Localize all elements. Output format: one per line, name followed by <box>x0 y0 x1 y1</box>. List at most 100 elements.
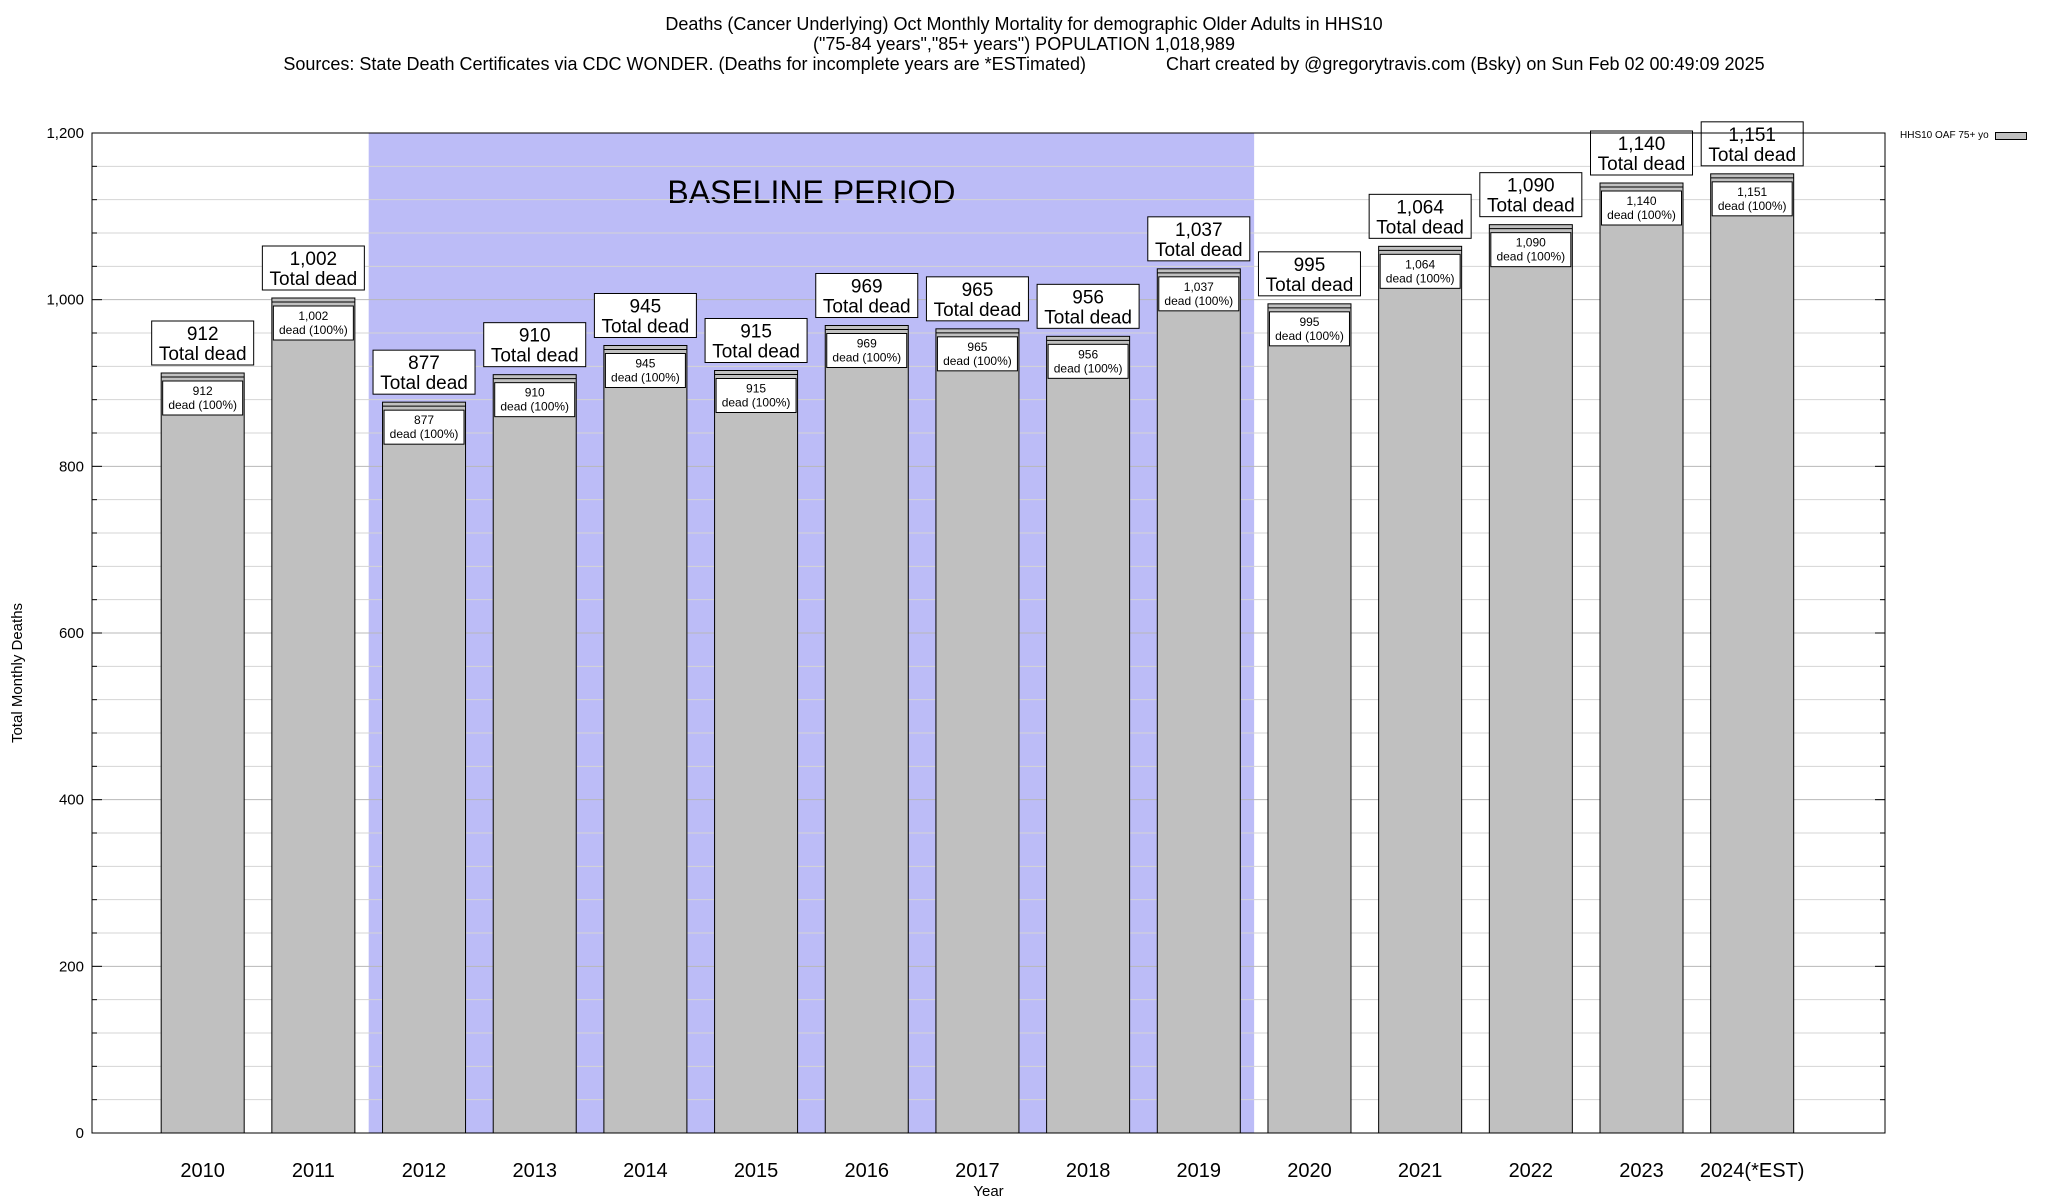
top-total-label: Total dead <box>1376 217 1464 238</box>
top-label-box <box>925 276 1029 322</box>
top-value-label: 969 <box>851 277 883 298</box>
top-total-label: Total dead <box>491 346 579 367</box>
inner-label-box <box>494 382 576 418</box>
inner-value-label: 915 <box>746 382 766 396</box>
inner-percent-label: dead (100%) <box>1496 250 1565 264</box>
y-tick-label: 1,200 <box>46 125 84 142</box>
x-tick-label: 2011 <box>292 1160 335 1182</box>
top-value-label: 915 <box>740 322 772 343</box>
inner-percent-label: dead (100%) <box>1054 361 1123 375</box>
top-label-box <box>1479 172 1583 218</box>
top-total-label: Total dead <box>159 344 247 365</box>
top-total-label: Total dead <box>602 317 690 338</box>
y-tick-label: 0 <box>76 1125 84 1142</box>
bar <box>824 325 909 1134</box>
bar <box>603 345 688 1134</box>
inner-label-box <box>1601 190 1683 226</box>
top-label-box <box>151 320 255 366</box>
top-value-label: 956 <box>1072 287 1104 308</box>
inner-value-label: 956 <box>1078 347 1098 361</box>
inner-label-box <box>1047 343 1129 379</box>
top-label-box <box>261 245 365 291</box>
legend-swatch <box>1994 131 2027 140</box>
inner-label-box <box>826 333 908 368</box>
inner-percent-label: dead (100%) <box>168 398 237 412</box>
x-tick-label: 2024(*EST) <box>1700 1160 1805 1182</box>
inner-label-box <box>1490 232 1572 268</box>
inner-percent-label: dead (100%) <box>943 354 1012 368</box>
x-tick-label: 2015 <box>734 1160 779 1182</box>
baseline-label: BASELINE PERIOD <box>667 174 955 210</box>
bar <box>1156 268 1241 1134</box>
bar <box>714 370 799 1134</box>
y-tick-label: 200 <box>59 958 84 975</box>
bar <box>1267 303 1352 1134</box>
bar <box>1710 173 1795 1134</box>
inner-percent-label: dead (100%) <box>1164 294 1233 308</box>
inner-percent-label: dead (100%) <box>1386 271 1455 285</box>
top-value-label: 945 <box>630 297 662 318</box>
bar <box>1378 245 1463 1134</box>
top-total-label: Total dead <box>1044 307 1132 328</box>
top-label-box <box>372 349 476 395</box>
inner-percent-label: dead (100%) <box>1718 199 1787 213</box>
top-total-label: Total dead <box>1598 154 1686 175</box>
top-value-label: 1,064 <box>1396 197 1444 218</box>
inner-value-label: 912 <box>193 384 213 398</box>
y-tick-label: 800 <box>59 458 84 475</box>
inner-percent-label: dead (100%) <box>722 396 791 410</box>
inner-value-label: 1,064 <box>1405 257 1435 271</box>
inner-label-box <box>1711 181 1793 217</box>
top-total-label: Total dead <box>1155 240 1243 261</box>
top-value-label: 877 <box>408 353 440 374</box>
y-tick-label: 600 <box>59 625 84 642</box>
inner-label-box <box>162 380 244 416</box>
top-value-label: 1,151 <box>1728 125 1776 146</box>
y-tick-label: 1,000 <box>46 292 84 309</box>
inner-percent-label: dead (100%) <box>500 400 569 414</box>
inner-label-box <box>936 336 1018 372</box>
top-value-label: 995 <box>1294 255 1326 276</box>
y-tick-label: 400 <box>59 792 84 809</box>
x-tick-label: 2020 <box>1287 1160 1332 1182</box>
inner-value-label: 1,090 <box>1516 236 1546 250</box>
x-axis-title: Year <box>973 1183 1003 1200</box>
chart-subtitle-sources: Sources: State Death Certificates via CD… <box>283 54 1765 74</box>
x-tick-label: 2017 <box>955 1160 1000 1182</box>
inner-label-box <box>604 353 686 388</box>
inner-percent-label: dead (100%) <box>1607 208 1676 222</box>
inner-value-label: 1,002 <box>298 309 328 323</box>
inner-value-label: 995 <box>1299 315 1319 329</box>
inner-label-box <box>1268 311 1350 347</box>
inner-label-box <box>272 305 354 341</box>
top-value-label: 1,140 <box>1618 134 1666 155</box>
top-total-label: Total dead <box>1708 145 1796 166</box>
top-total-label: Total dead <box>934 300 1022 321</box>
bar <box>1488 224 1573 1134</box>
legend-label: HHS10 OAF 75+ yo <box>1900 130 1989 141</box>
inner-percent-label: dead (100%) <box>832 351 901 365</box>
inner-label-box <box>1158 276 1240 312</box>
inner-percent-label: dead (100%) <box>1275 329 1344 343</box>
top-total-label: Total dead <box>380 373 468 394</box>
top-label-box <box>1257 251 1361 297</box>
top-value-label: 1,090 <box>1507 176 1555 197</box>
inner-value-label: 945 <box>635 357 655 371</box>
inner-percent-label: dead (100%) <box>611 371 680 385</box>
inner-value-label: 1,140 <box>1626 194 1656 208</box>
inner-value-label: 910 <box>525 386 545 400</box>
bar <box>935 328 1020 1134</box>
inner-value-label: 1,151 <box>1737 185 1767 199</box>
inner-label-box <box>383 409 465 445</box>
top-label-box <box>815 273 919 318</box>
top-label-box <box>1368 193 1472 239</box>
inner-value-label: 1,037 <box>1184 280 1214 294</box>
y-axis-title: Total Monthly Deaths <box>9 603 26 743</box>
x-tick-label: 2013 <box>512 1160 557 1182</box>
plot-frame <box>91 132 1886 1134</box>
x-tick-label: 2018 <box>1066 1160 1111 1182</box>
top-value-label: 1,002 <box>290 249 338 270</box>
bar <box>1599 182 1684 1134</box>
inner-value-label: 969 <box>857 337 877 351</box>
